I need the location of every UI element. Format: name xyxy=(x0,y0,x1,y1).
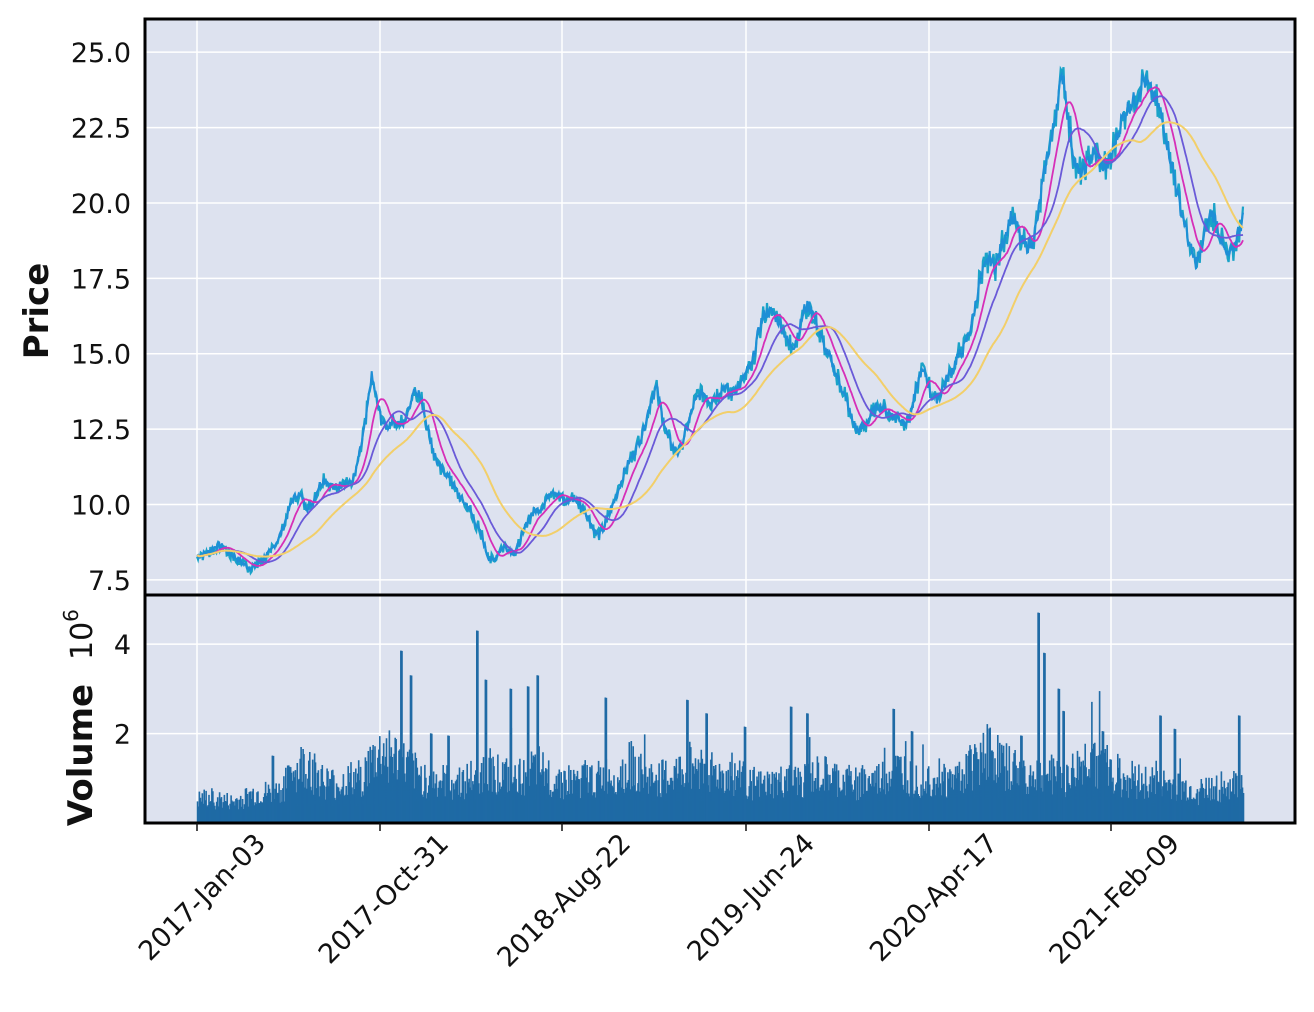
volume-spike-bar xyxy=(1057,688,1061,823)
volume-spike-bar xyxy=(1037,612,1040,823)
price-panel-background xyxy=(145,19,1295,595)
x-tick-label: 2017-Oct-31 xyxy=(313,828,455,970)
price-close-line xyxy=(196,71,1244,572)
x-tick-label: 2020-Apr-17 xyxy=(864,828,1004,968)
price-y-ticks: 7.5 10.0 12.5 15.0 17.5 20.0 22.5 25.0 xyxy=(71,38,131,597)
x-tick-label: 2017-Jan-03 xyxy=(133,828,272,967)
volume-y-ticks: 24 xyxy=(114,630,131,750)
volume-spike-bar xyxy=(892,709,896,823)
volume-spike-bar xyxy=(527,686,530,823)
x-tick-label: 2021-Feb-09 xyxy=(1044,828,1186,970)
price-series xyxy=(195,65,1245,576)
volume-spike-bar xyxy=(447,735,450,823)
volume-spike-bar xyxy=(705,713,708,823)
x-tick-label: 2018-Aug-22 xyxy=(492,828,637,973)
price-tick-label: 20.0 xyxy=(71,189,131,220)
volume-spike-bar xyxy=(604,697,608,823)
price-axis-label: Price xyxy=(17,263,57,360)
volume-spike-bar xyxy=(536,675,540,823)
volume-spike-bar xyxy=(806,713,809,823)
volume-spike-bar xyxy=(1062,711,1065,823)
volume-scale-base: 10 xyxy=(65,622,100,660)
volume-spike-bar xyxy=(744,726,747,823)
volume-tick-label: 4 xyxy=(114,630,131,661)
price-tick-label: 17.5 xyxy=(71,264,131,295)
moving-average-long-line xyxy=(196,121,1244,558)
volume-spike-bar xyxy=(430,733,433,823)
moving-average-short-line xyxy=(196,86,1244,567)
volume-spike-bar xyxy=(509,688,513,823)
price-gridlines xyxy=(145,19,1295,595)
volume-spike-bar xyxy=(400,650,403,823)
volume-spike-bar xyxy=(1238,715,1241,823)
price-tick-label: 15.0 xyxy=(71,340,131,371)
volume-spike-bar xyxy=(1101,731,1105,823)
volume-spike-bar xyxy=(1043,653,1046,823)
volume-bars xyxy=(196,612,1245,824)
price-tick-label: 7.5 xyxy=(88,566,131,597)
volume-spike-bar xyxy=(289,767,292,823)
price-tick-label: 10.0 xyxy=(71,491,131,522)
volume-tick-label: 2 xyxy=(114,720,131,751)
x-tick-label: 2019-Jun-24 xyxy=(681,828,820,967)
price-tick-label: 12.5 xyxy=(71,415,131,446)
volume-spike-bar xyxy=(410,675,413,823)
volume-scale-exponent: 6 xyxy=(59,609,83,622)
volume-spike-bar xyxy=(911,731,914,823)
volume-spike-bar xyxy=(476,630,479,823)
volume-axis-label: Volume xyxy=(61,684,101,826)
volume-panel-frame xyxy=(143,593,1297,825)
x-axis-ticks: 2017-Jan-03 2017-Oct-31 2018-Aug-22 2019-Ju… xyxy=(133,823,1186,973)
price-tick-label: 22.5 xyxy=(71,114,131,145)
volume-spike-bar xyxy=(1159,715,1162,823)
volume-spike-bar xyxy=(271,755,275,823)
moving-average-mid-line xyxy=(196,95,1244,564)
volume-scale-label: 106 xyxy=(59,609,100,660)
volume-spike-bar xyxy=(686,700,689,823)
volume-spike-bar xyxy=(1173,729,1177,823)
price-tick-label: 25.0 xyxy=(71,38,131,69)
volume-spike-bar xyxy=(790,706,793,823)
volume-spike-bar xyxy=(484,679,488,823)
volume-spike-bar xyxy=(1020,735,1023,823)
